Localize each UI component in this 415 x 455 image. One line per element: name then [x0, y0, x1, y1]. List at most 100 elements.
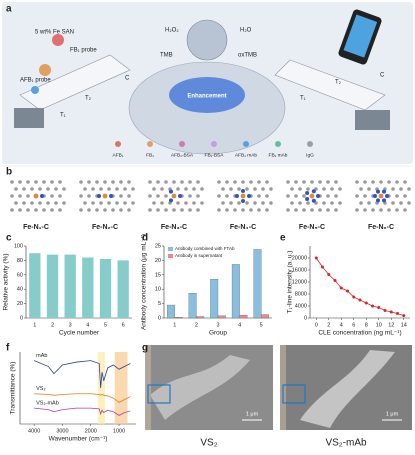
- panel-label: e: [280, 233, 286, 244]
- atom: [95, 180, 99, 184]
- legend-text: FB₁ mAb: [269, 152, 288, 158]
- x-tick-label: 4: [238, 322, 241, 328]
- atom: [382, 189, 386, 194]
- x-tick-label: 1: [33, 322, 36, 328]
- point: [402, 314, 406, 318]
- probe-icon: [52, 34, 64, 46]
- y-tick-label: 100: [14, 243, 23, 249]
- atom: [156, 194, 160, 198]
- series-label: VS₂-mAb: [36, 401, 59, 407]
- legend-icon: [307, 141, 313, 147]
- atom: [302, 180, 306, 184]
- atom: [119, 194, 123, 198]
- atom: [269, 187, 273, 191]
- atom: [221, 201, 225, 205]
- atom: [395, 194, 399, 198]
- spectrum: [33, 360, 131, 389]
- scheme-text: H₂O₂: [165, 28, 179, 34]
- y-tick-label: 60: [17, 272, 23, 278]
- legend-text: FB₁-BSA: [205, 152, 225, 158]
- bar: [117, 260, 129, 318]
- structure-label: Fe-N₃-C: [161, 224, 187, 231]
- point: [389, 310, 393, 314]
- x-tick-label: 4: [340, 322, 343, 328]
- legend-icon: [243, 141, 249, 147]
- axis: [19, 352, 136, 425]
- y-tick-label: 5: [158, 301, 161, 307]
- atom: [50, 208, 54, 212]
- y-tick-label: 0: [304, 315, 307, 321]
- bar: [253, 249, 262, 319]
- atom: [306, 187, 310, 191]
- scheme-text: TMB: [160, 53, 173, 59]
- atom: [309, 193, 315, 199]
- y-tick-label: 0: [158, 315, 161, 321]
- atom: [172, 180, 176, 184]
- atom: [322, 187, 326, 191]
- structure-label: Fe-N₅-C: [299, 224, 325, 231]
- structure-label: Fe-N₆-C: [368, 224, 394, 231]
- atom: [253, 201, 257, 205]
- atom: [188, 180, 192, 184]
- atom: [235, 194, 239, 198]
- x-tick-label: 6: [352, 322, 355, 328]
- bar: [29, 253, 41, 318]
- atom: [131, 201, 135, 205]
- atom: [107, 187, 111, 191]
- atom: [184, 201, 188, 205]
- atom: [363, 208, 367, 212]
- atom: [367, 187, 371, 191]
- atom: [62, 187, 66, 191]
- atom: [261, 187, 265, 191]
- atom: [18, 208, 22, 212]
- zoom-box: [147, 384, 171, 404]
- atom: [338, 201, 342, 205]
- y-axis-label: Antibody concentration (μg mL⁻¹): [141, 234, 148, 330]
- atom: [160, 187, 164, 191]
- legend-icon: [211, 141, 217, 147]
- atom: [326, 208, 330, 212]
- x-tick-label: 2: [51, 322, 54, 328]
- atom: [87, 180, 91, 184]
- atom: [249, 208, 253, 212]
- legend-icon: [115, 141, 121, 147]
- atom: [378, 193, 384, 199]
- atom: [376, 189, 380, 194]
- x-tick-label: 1000: [113, 428, 125, 434]
- atom: [62, 201, 66, 205]
- scheme-text: oxTMB: [238, 53, 257, 59]
- atom: [18, 194, 22, 198]
- point: [377, 306, 381, 309]
- sem-fiber: [150, 355, 250, 420]
- atom: [245, 187, 249, 191]
- atom: [164, 180, 168, 184]
- atom: [42, 208, 46, 212]
- sample-pad-right: [355, 110, 390, 130]
- enhancement-glow: [169, 77, 245, 113]
- atom: [376, 198, 380, 203]
- atom: [286, 194, 290, 198]
- point: [339, 286, 343, 290]
- atom: [156, 208, 160, 212]
- legend-swatch: [168, 247, 173, 251]
- atom: [225, 208, 229, 212]
- x-axis-label: CLE concentration (ng mL⁻¹): [318, 330, 401, 337]
- atom: [54, 201, 58, 205]
- y-axis-label: Transmittance (%): [10, 362, 17, 415]
- legend-swatch: [168, 254, 173, 258]
- atom: [391, 187, 395, 191]
- atom: [229, 187, 233, 191]
- structure-label: Fe-N₂-C: [92, 224, 118, 231]
- atom: [373, 194, 377, 198]
- atom: [290, 201, 294, 205]
- x-tick-label: 1: [173, 322, 176, 328]
- atom: [164, 208, 168, 212]
- x-tick-label: 12: [388, 322, 394, 328]
- x-tick-label: 14: [401, 322, 407, 328]
- scheme-text: T₁: [60, 113, 66, 119]
- atom: [14, 187, 18, 191]
- y-tick-label: 12000: [292, 279, 307, 285]
- atom: [385, 194, 389, 198]
- bar: [46, 254, 59, 318]
